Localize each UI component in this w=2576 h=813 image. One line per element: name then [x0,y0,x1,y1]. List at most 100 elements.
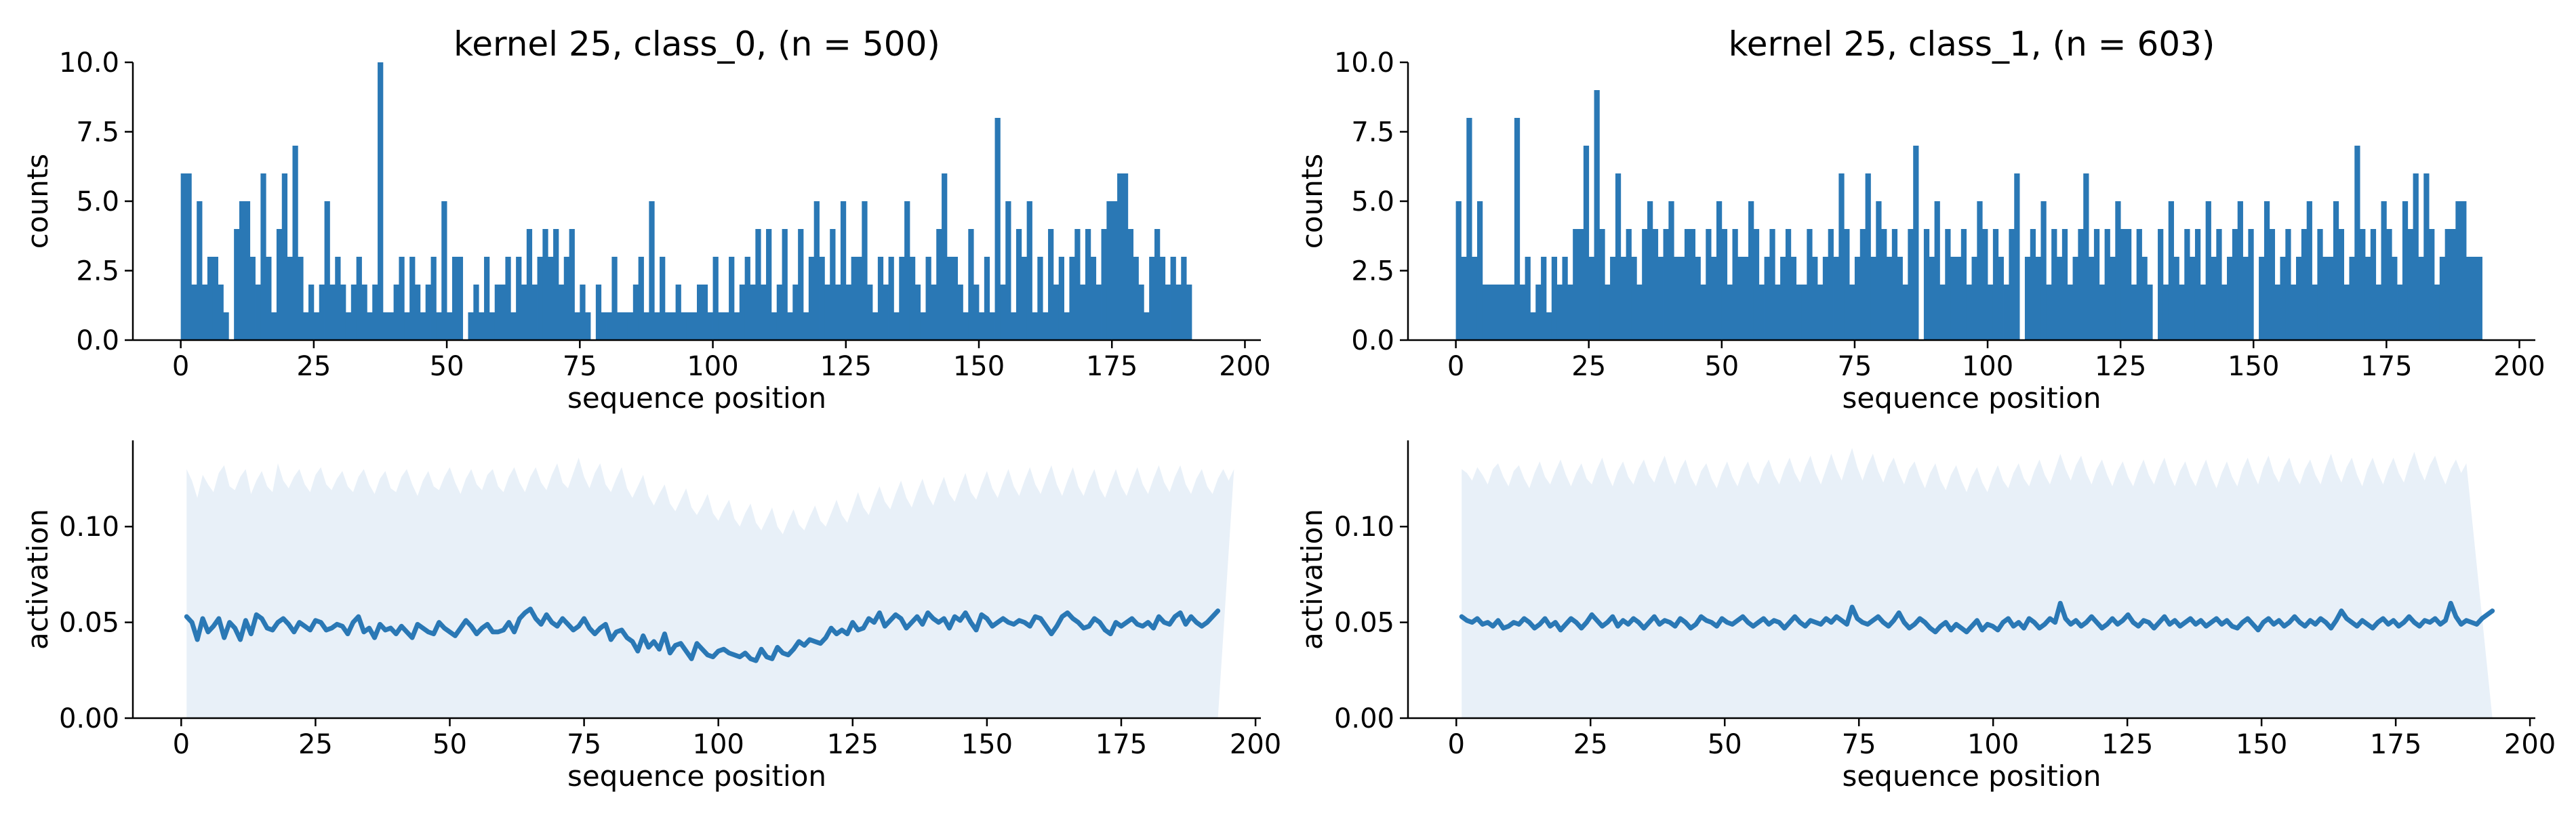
bar [654,312,660,340]
x-tick-label: 150 [2228,351,2279,382]
bar [1780,257,1786,340]
bar [399,257,405,340]
x-axis-label: sequence position [567,759,826,793]
bar [2413,173,2419,340]
bar [2349,257,2355,340]
bar [1689,229,1695,340]
bar [2072,257,2078,340]
bar [1032,312,1038,340]
x-tick-label: 50 [430,351,464,382]
bar [2296,257,2302,340]
bar [1636,285,1643,340]
bar [2439,257,2446,340]
bar [2232,229,2238,340]
bar [1122,173,1129,340]
bar [2381,201,2387,340]
bar [1455,201,1462,340]
bar [479,312,485,340]
bar [2179,285,2185,340]
bar [2407,229,2413,340]
bar [2461,201,2467,340]
bar [1493,285,1499,340]
bar [1743,257,1749,340]
bar [1043,312,1049,340]
bar [345,312,352,340]
bar [2089,257,2095,340]
y-tick-label: 2.5 [1351,256,1394,287]
bar [1530,312,1536,340]
bar [1048,229,1054,340]
y-tick-label: 2.5 [76,256,119,287]
bar [505,257,511,340]
bar [627,312,634,340]
bar [207,257,214,340]
bar [2280,257,2286,340]
bar [755,229,761,340]
bar [2343,285,2350,340]
bar [660,257,666,340]
bar [963,312,969,340]
bar [1801,285,1807,340]
bar [1706,229,1712,340]
bar [1764,257,1770,340]
x-tick-label: 175 [2370,729,2421,760]
bar [2221,285,2228,340]
bar [792,285,799,340]
bar [845,285,852,340]
bar [968,229,974,340]
bar [2306,201,2312,340]
bar [441,201,447,340]
bar [2125,229,2132,340]
x-tick-label: 150 [2236,729,2287,760]
bar [1966,285,1972,340]
bar [1165,285,1171,340]
bar [1785,229,1792,340]
bar [2455,201,2461,340]
bar [1902,285,1908,340]
y-tick-label: 10.0 [1334,47,1394,79]
bar [350,285,357,340]
bar [356,257,362,340]
bar [2360,229,2366,340]
bar [1982,229,1988,340]
bar [1106,201,1112,340]
y-tick-label: 5.0 [76,186,119,217]
y-tick-label: 0.10 [1334,512,1394,543]
bar [1026,201,1032,340]
bar [2200,285,2207,340]
bar [186,173,192,340]
bar [1796,285,1802,340]
x-tick-label: 100 [687,351,738,382]
bar [920,312,926,340]
y-axis-label: activation [21,509,54,650]
bar [862,201,868,340]
bar [2173,257,2179,340]
bar [1695,257,1701,340]
bar [979,312,985,340]
bar [813,201,820,340]
bar [1015,229,1022,340]
bar [739,285,746,340]
bar [1588,257,1594,340]
bar [729,257,735,340]
bar [1504,285,1510,340]
bar [1737,257,1744,340]
bar [1748,201,1754,340]
bar [1615,173,1622,340]
bar [1064,312,1070,340]
bar [335,257,341,340]
bar [1769,229,1775,340]
bar [1053,285,1060,340]
bar [2338,229,2344,340]
bar [2248,229,2254,340]
bar [2067,285,2073,340]
bar [2466,257,2472,340]
bar [212,257,218,340]
bar [473,285,479,340]
bar [1833,257,1839,340]
bar [2274,285,2280,340]
bar [1663,229,1669,340]
bar [1074,229,1081,340]
bar-series [1455,90,2482,340]
bar [1876,201,1882,340]
